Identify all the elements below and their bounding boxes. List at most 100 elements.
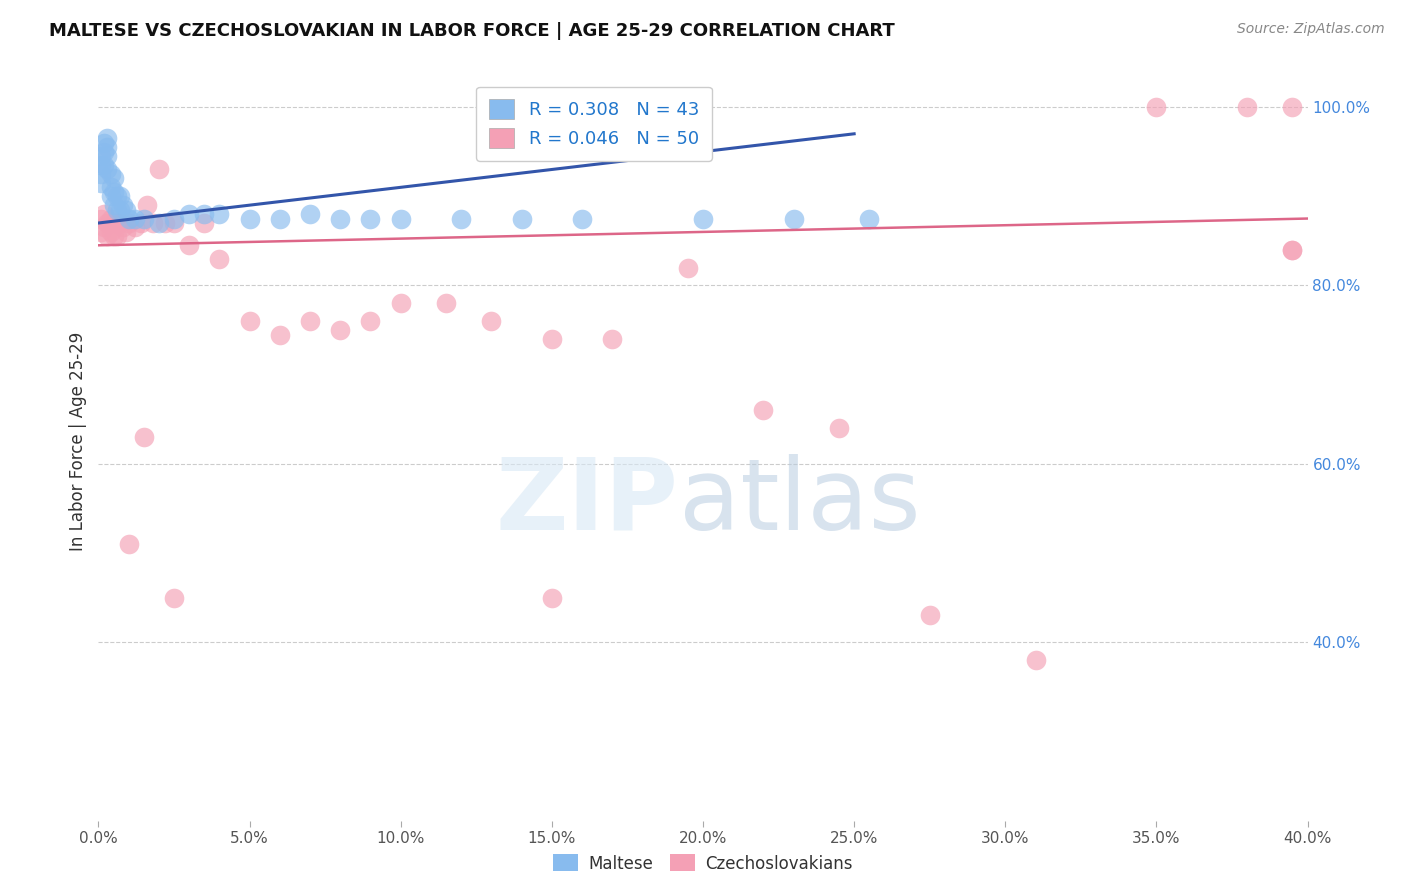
Point — [118, 216, 141, 230]
Point — [108, 189, 131, 203]
Point — [103, 216, 125, 230]
Point — [163, 216, 186, 230]
Point — [124, 211, 146, 226]
Point — [163, 211, 186, 226]
Text: atlas: atlas — [679, 454, 921, 550]
Point — [105, 189, 128, 203]
Text: ZIP: ZIP — [496, 454, 679, 550]
Point — [208, 207, 231, 221]
Point — [299, 207, 322, 221]
Point — [114, 202, 136, 217]
Point — [481, 314, 503, 328]
Point — [90, 225, 112, 239]
Point — [918, 608, 941, 623]
Point — [105, 229, 128, 244]
Point — [93, 158, 115, 172]
Point — [1144, 100, 1167, 114]
Text: MALTESE VS CZECHOSLOVAKIAN IN LABOR FORCE | AGE 25-29 CORRELATION CHART: MALTESE VS CZECHOSLOVAKIAN IN LABOR FORC… — [49, 22, 896, 40]
Point — [90, 149, 112, 163]
Point — [105, 216, 128, 230]
Point — [163, 591, 186, 605]
Point — [103, 185, 125, 199]
Point — [783, 211, 806, 226]
Legend: R = 0.308   N = 43, R = 0.046   N = 50: R = 0.308 N = 43, R = 0.046 N = 50 — [477, 87, 711, 161]
Point — [103, 229, 125, 244]
Point — [93, 136, 115, 150]
Point — [96, 229, 118, 244]
Point — [114, 225, 136, 239]
Legend: Maltese, Czechoslovakians: Maltese, Czechoslovakians — [547, 847, 859, 880]
Point — [132, 211, 155, 226]
Point — [1024, 653, 1046, 667]
Point — [450, 211, 472, 226]
Point — [179, 207, 201, 221]
Point — [329, 323, 352, 337]
Point — [153, 216, 176, 230]
Y-axis label: In Labor Force | Age 25-29: In Labor Force | Age 25-29 — [69, 332, 87, 551]
Point — [269, 327, 291, 342]
Point — [135, 198, 157, 212]
Point — [93, 220, 115, 235]
Point — [329, 211, 352, 226]
Point — [540, 591, 562, 605]
Point — [148, 162, 170, 177]
Point — [148, 216, 170, 230]
Point — [389, 296, 412, 310]
Point — [96, 140, 118, 154]
Point — [179, 238, 201, 252]
Point — [96, 216, 118, 230]
Point — [93, 145, 115, 159]
Point — [676, 260, 699, 275]
Point — [360, 211, 382, 226]
Point — [692, 211, 714, 226]
Point — [93, 207, 115, 221]
Point — [239, 211, 262, 226]
Point — [118, 537, 141, 551]
Point — [96, 162, 118, 177]
Point — [602, 332, 624, 346]
Point — [193, 207, 215, 221]
Point — [124, 220, 146, 235]
Text: Source: ZipAtlas.com: Source: ZipAtlas.com — [1237, 22, 1385, 37]
Point — [90, 167, 112, 181]
Point — [1281, 100, 1303, 114]
Point — [108, 216, 131, 230]
Point — [90, 211, 112, 226]
Point — [100, 167, 122, 181]
Point — [105, 202, 128, 217]
Point — [111, 198, 134, 212]
Point — [111, 220, 134, 235]
Point — [828, 421, 851, 435]
Point — [752, 403, 775, 417]
Point — [100, 189, 122, 203]
Point — [1281, 243, 1303, 257]
Point — [96, 149, 118, 163]
Point — [389, 211, 412, 226]
Point — [1236, 100, 1258, 114]
Point — [118, 211, 141, 226]
Point — [90, 176, 112, 190]
Point — [208, 252, 231, 266]
Point — [193, 216, 215, 230]
Point — [571, 211, 593, 226]
Point — [239, 314, 262, 328]
Point — [858, 211, 880, 226]
Point — [1281, 243, 1303, 257]
Point — [103, 198, 125, 212]
Point — [540, 332, 562, 346]
Point — [96, 131, 118, 145]
Point — [142, 216, 165, 230]
Point — [269, 211, 291, 226]
Point — [100, 180, 122, 194]
Point — [108, 202, 131, 217]
Point — [90, 158, 112, 172]
Point — [103, 171, 125, 186]
Point — [360, 314, 382, 328]
Point — [100, 225, 122, 239]
Point — [129, 216, 152, 230]
Point — [100, 211, 122, 226]
Point — [132, 430, 155, 444]
Point — [299, 314, 322, 328]
Point — [510, 211, 533, 226]
Point — [434, 296, 457, 310]
